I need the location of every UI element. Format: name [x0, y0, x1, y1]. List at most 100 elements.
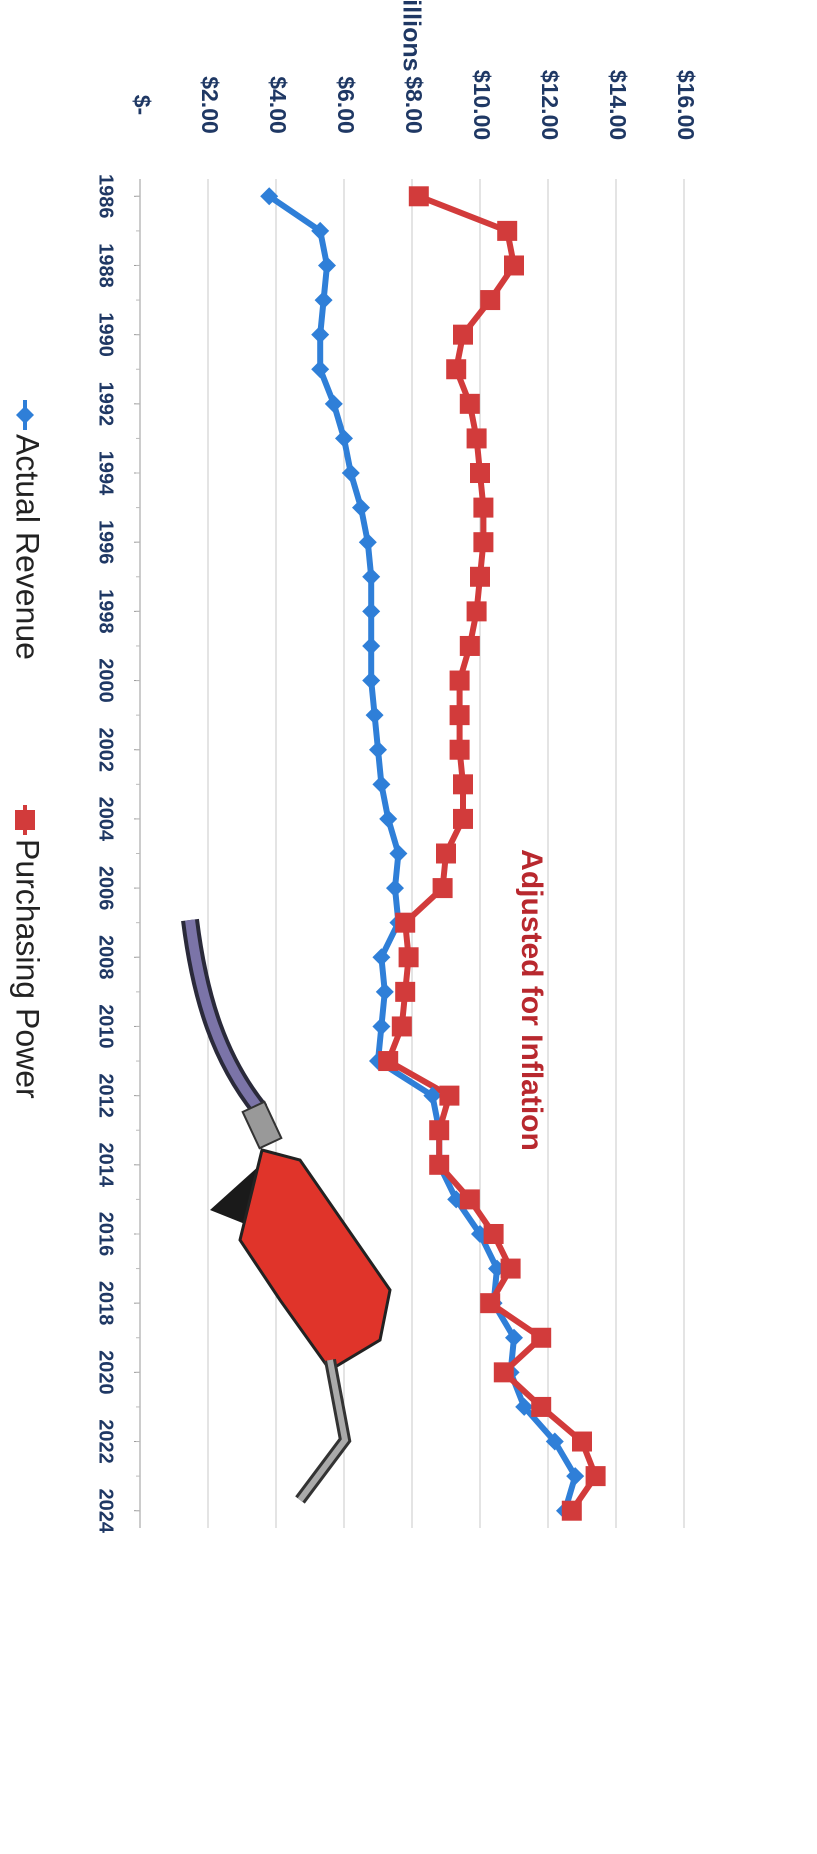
x-tick-label: 1986: [95, 174, 117, 219]
x-tick-label: 1998: [95, 589, 117, 634]
data-point: [561, 1500, 582, 1521]
data-point: [585, 1466, 606, 1487]
data-point: [473, 532, 494, 553]
data-point: [324, 394, 343, 413]
x-tick-label: 2004: [95, 797, 117, 842]
x-tick-label: 2000: [95, 658, 117, 703]
data-point: [358, 533, 377, 552]
fuel-pump-illustration: [181, 918, 392, 1504]
data-point: [480, 1293, 501, 1314]
data-point: [260, 187, 279, 206]
data-point: [314, 291, 333, 310]
axis-title: Millions: [397, 0, 425, 72]
data-point: [389, 844, 408, 863]
data-point: [531, 1396, 552, 1417]
legend-label: Actual Revenue: [10, 434, 46, 660]
data-point: [459, 393, 480, 414]
y-tick-label: $8.00: [401, 76, 427, 134]
x-tick-label: 2022: [95, 1419, 117, 1464]
data-point: [432, 878, 453, 899]
y-tick-label: $12.00: [537, 70, 563, 140]
x-tick-label: 2010: [95, 1004, 117, 1049]
data-point: [423, 1086, 442, 1105]
data-point: [372, 1017, 391, 1036]
y-tick-label: $2.00: [197, 76, 223, 134]
x-tick-label: 2020: [95, 1350, 117, 1395]
x-tick-label: 2006: [95, 866, 117, 911]
data-point: [505, 1328, 523, 1347]
data-point: [362, 636, 381, 655]
x-tick-label: 1988: [95, 243, 117, 288]
data-point: [395, 912, 416, 933]
data-point: [335, 429, 353, 448]
data-point: [352, 498, 370, 517]
data-point: [375, 982, 394, 1001]
x-tick-label: 2002: [95, 727, 117, 772]
data-point: [362, 567, 381, 586]
y-tick-label: $6.00: [333, 76, 359, 134]
data-point: [362, 602, 381, 621]
x-tick-label: 1996: [95, 520, 117, 565]
data-point: [453, 808, 473, 829]
data-point: [459, 635, 480, 656]
y-tick-label: $14.00: [605, 70, 631, 140]
data-point: [531, 1327, 552, 1348]
x-tick-label: 2012: [95, 1073, 117, 1118]
data-point: [504, 255, 524, 276]
x-tick-label: 2008: [95, 935, 117, 980]
x-tick-label: 2014: [95, 1143, 117, 1188]
data-point: [500, 1258, 521, 1279]
data-point: [459, 1189, 480, 1210]
data-point: [449, 739, 470, 760]
data-point: [362, 671, 381, 690]
data-point: [391, 1016, 412, 1037]
data-point: [341, 464, 360, 483]
data-point: [566, 1467, 585, 1486]
data-point: [365, 706, 384, 725]
data-point: [493, 1362, 514, 1383]
data-point: [497, 220, 518, 241]
data-point: [408, 186, 429, 207]
data-point: [572, 1431, 592, 1452]
data-point: [473, 497, 494, 518]
rotated-chart: Adjusted for Inflation Millions $- $2.00 $…: [10, 0, 699, 1534]
y-tick-label: $10.00: [469, 70, 495, 140]
y-tick-label: $-: [129, 95, 155, 115]
data-point: [372, 948, 391, 967]
x-tick-label: 1994: [95, 451, 117, 496]
data-point: [398, 947, 419, 968]
data-point: [480, 290, 501, 311]
data-point: [311, 221, 330, 240]
data-point: [449, 670, 470, 691]
y-tick-label: $4.00: [265, 76, 291, 134]
data-point: [483, 1223, 504, 1244]
data-point: [386, 879, 404, 898]
data-point: [439, 1085, 460, 1106]
series-line: [385, 193, 599, 1513]
data-point: [470, 566, 490, 587]
data-point: [429, 1120, 450, 1141]
data-point: [453, 774, 473, 795]
legend-marker: [15, 810, 35, 830]
data-point: [311, 325, 330, 344]
data-point: [311, 360, 330, 379]
data-point: [470, 463, 490, 484]
x-tick-label: 2016: [95, 1212, 117, 1257]
data-point: [395, 981, 416, 1002]
data-point: [369, 740, 387, 759]
data-point: [318, 256, 336, 275]
data-point: [545, 1432, 564, 1451]
data-point: [446, 359, 467, 380]
x-tick-label: 2018: [95, 1281, 117, 1326]
data-point: [436, 843, 456, 864]
data-point: [453, 324, 473, 345]
legend-label: Purchasing Power: [10, 839, 46, 1099]
data-point: [466, 601, 487, 622]
y-tick-label: $16.00: [673, 70, 699, 140]
data-point: [379, 809, 398, 828]
data-point: [372, 775, 391, 794]
x-tick-label: 1990: [95, 312, 117, 357]
data-point: [378, 1051, 399, 1072]
